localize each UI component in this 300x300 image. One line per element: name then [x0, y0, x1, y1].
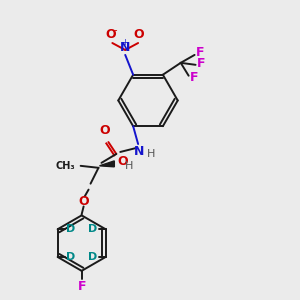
Text: H: H: [147, 149, 155, 159]
Text: CH₃: CH₃: [55, 161, 75, 171]
Text: O: O: [134, 28, 144, 41]
Text: O: O: [99, 124, 110, 137]
Text: O: O: [117, 155, 128, 168]
Text: D: D: [88, 252, 98, 262]
Text: F: F: [196, 57, 205, 70]
Text: +: +: [121, 38, 128, 47]
Text: F: F: [77, 280, 86, 293]
Text: N: N: [120, 41, 130, 54]
Text: F: F: [190, 71, 198, 84]
Text: F: F: [196, 46, 204, 59]
Text: O: O: [105, 28, 116, 41]
Text: D: D: [65, 224, 75, 234]
Text: O: O: [78, 195, 89, 208]
Text: D: D: [65, 252, 75, 262]
Text: N: N: [134, 145, 144, 158]
Text: H: H: [125, 161, 134, 171]
Text: D: D: [88, 224, 98, 234]
Polygon shape: [100, 161, 114, 167]
Text: -: -: [114, 25, 117, 35]
